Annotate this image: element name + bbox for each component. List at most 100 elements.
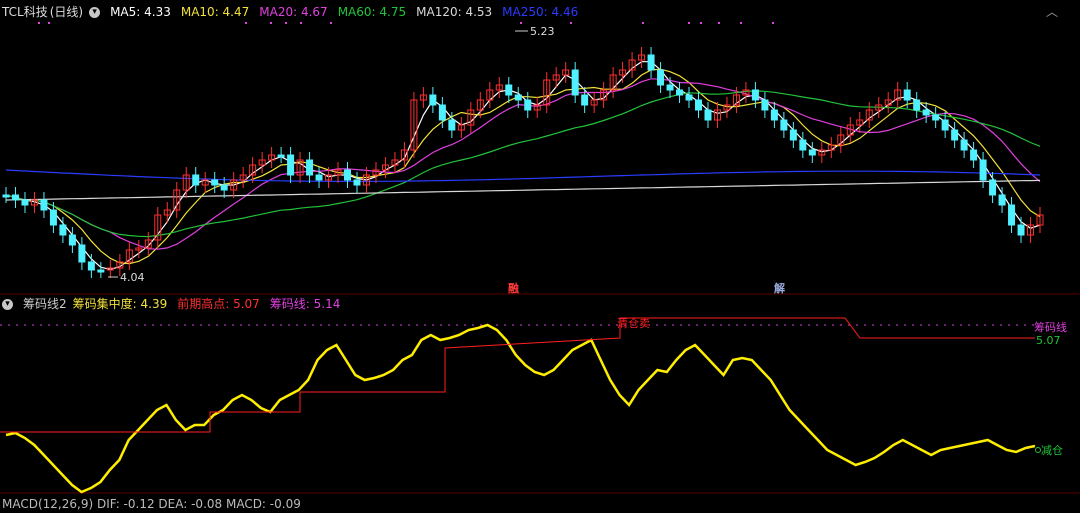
candle-body (533, 104, 541, 111)
candle-body (571, 69, 579, 96)
ma-indicator-5: MA250: 4.46 (502, 5, 579, 19)
indicator-name[interactable]: 筹码线2 (23, 297, 67, 311)
event-tag-unlock[interactable]: 解 (774, 282, 785, 295)
stock-name[interactable]: TCL科技 (2, 5, 48, 19)
candle-body (135, 247, 143, 251)
indicator-toggle-icon[interactable]: ▾ (2, 298, 13, 310)
candle-body (40, 199, 48, 211)
candle-body (163, 209, 171, 216)
candle-body (438, 104, 446, 121)
candle-body (903, 89, 911, 101)
candle-body (410, 99, 418, 151)
candle-body (486, 89, 494, 101)
candle-body (306, 159, 314, 176)
candle-body (400, 149, 408, 161)
candle-body (989, 179, 997, 196)
candle-body (182, 174, 190, 191)
ma60-line (5, 90, 1041, 238)
ma20-line (5, 78, 1041, 250)
ma-indicator-3: MA60: 4.75 (337, 5, 407, 19)
candle-body (922, 109, 930, 116)
candlestick-series[interactable] (2, 47, 1044, 278)
scroll-up-icon[interactable]: ︿ (1045, 5, 1058, 19)
signal-dot (700, 22, 702, 24)
candle-body (49, 209, 57, 226)
low-price-label: 4.04 (120, 271, 145, 284)
candle-body (932, 114, 940, 121)
candle-body (258, 159, 266, 166)
candle-body (372, 169, 380, 176)
candle-body (913, 99, 921, 111)
candle-body (59, 224, 67, 236)
candle-body (30, 199, 38, 206)
indicator-value-1: 前期高点: 5.07 (177, 297, 260, 311)
candle-body (362, 174, 370, 186)
candle-body (381, 164, 389, 171)
candle-body (552, 74, 560, 81)
candle-body (524, 99, 532, 111)
candle-body (505, 84, 513, 96)
signal-dot (520, 22, 522, 24)
candle-body (201, 179, 209, 186)
candle-body (476, 99, 484, 111)
previous-high-line (0, 317, 1035, 433)
ma-indicator-1: MA10: 4.47 (180, 5, 250, 19)
candle-body (325, 174, 333, 181)
candle-body (1017, 224, 1025, 236)
candle-body (429, 94, 437, 106)
event-tag-margin[interactable]: 融 (508, 282, 519, 295)
signal-dot (570, 22, 572, 24)
candle-body (125, 249, 133, 263)
ma250-line (5, 169, 1041, 182)
main-chart-header: TCL科技 (日线) ▾ MA5: 4.33 MA10: 4.47 MA20: 4.… (2, 3, 598, 21)
candle-body (1027, 224, 1035, 236)
candle-body (941, 119, 949, 131)
candle-body (865, 109, 873, 121)
candle-body (742, 89, 750, 96)
candle-body (239, 174, 247, 181)
chip-line-value: 5.07 (1036, 334, 1061, 347)
candle-body (419, 94, 427, 101)
candle-body (657, 69, 665, 86)
candle-body (315, 174, 323, 181)
candle-body (960, 139, 968, 151)
ma-toggle-icon[interactable]: ▾ (89, 6, 101, 18)
candle-body (562, 69, 570, 76)
candle-body (1036, 214, 1044, 226)
candle-body (68, 234, 76, 246)
ma-indicator-4: MA120: 4.53 (416, 5, 493, 19)
candle-body (457, 124, 465, 131)
candle-body (220, 184, 228, 191)
candle-body (685, 94, 693, 101)
chip-indicator-lines (0, 317, 1041, 494)
signal-dot (38, 22, 40, 24)
candle-body (818, 149, 826, 156)
candle-body (467, 109, 475, 126)
indicator-header: ▾ 筹码线2 筹码集中度: 4.39 前期高点: 5.07 筹码线: 5.14 (2, 295, 360, 313)
candle-body (87, 261, 95, 271)
signal-dot (772, 22, 774, 24)
candle-body (751, 89, 759, 101)
high-price-label: 5.23 (530, 25, 555, 38)
candle-body (780, 119, 788, 131)
candle-body (647, 54, 655, 71)
candle-body (590, 99, 598, 106)
candle-body (676, 89, 684, 96)
signal-dot (688, 22, 690, 24)
candle-body (144, 239, 152, 249)
indicator-value-list: 筹码集中度: 4.39 前期高点: 5.07 筹码线: 5.14 (73, 295, 351, 313)
candle-body (846, 124, 854, 136)
candle-body (723, 104, 731, 111)
ma-indicator-2: MA20: 4.67 (259, 5, 328, 19)
signal-dot (718, 22, 720, 24)
candle-body (770, 109, 778, 121)
candle-body (154, 214, 162, 241)
signal-dot (270, 22, 272, 24)
candle-body (713, 109, 721, 121)
candle-body (11, 194, 19, 201)
signal-dot (245, 22, 247, 24)
period-label: (日线) (49, 5, 84, 19)
candle-body (173, 189, 181, 211)
candle-body (2, 194, 10, 198)
